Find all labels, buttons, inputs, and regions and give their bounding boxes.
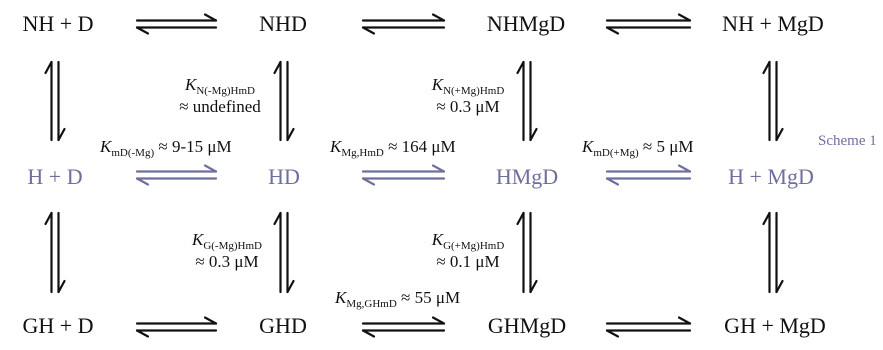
const-n-minus-mg: KN(-Mg)HmD ≈ undefined — [179, 75, 261, 116]
species-hmgd: HMgD — [495, 164, 559, 189]
species-ghmgd: GHMgD — [487, 313, 567, 338]
species-nhmgd: NHMgD — [486, 11, 566, 36]
species-nh-d: NH + D — [22, 11, 94, 36]
const-md-minus-mg: KmD(-Mg) ≈ 9-15 μM — [100, 137, 232, 159]
species-gh-mgd: GH + MgD — [724, 313, 826, 338]
arrow-v-upper-3 — [516, 60, 538, 142]
species-ghd: GHD — [259, 313, 307, 338]
arrow-v-upper-1 — [44, 60, 66, 142]
scheme-label: Scheme 1 — [818, 133, 877, 149]
arrow-v-lower-3 — [516, 211, 538, 294]
const-n-plus-mg: KN(+Mg)HmD ≈ 0.3 μM — [431, 75, 505, 116]
const-md-plus-mg: KmD(+Mg) ≈ 5 μM — [582, 137, 694, 159]
arrow-h-row2-3 — [605, 164, 692, 186]
arrow-v-lower-2 — [273, 211, 295, 294]
species-h-d: H + D — [27, 164, 83, 189]
arrow-h-row3-3 — [605, 316, 692, 338]
const-g-plus-mg: KG(+Mg)HmD ≈ 0.1 μM — [431, 230, 505, 271]
const-mg-ghmd: KMg,GHmD ≈ 55 μM — [335, 288, 461, 310]
arrow-h-row3-2 — [361, 316, 446, 338]
species-nh-mgd: NH + MgD — [722, 11, 824, 36]
const-g-minus-mg: KG(-Mg)HmD ≈ 0.3 μM — [191, 230, 262, 271]
arrow-v-upper-4 — [762, 60, 784, 142]
arrow-v-lower-4 — [762, 211, 784, 294]
arrow-h-row1-1 — [135, 13, 218, 35]
arrow-h-row2-2 — [361, 164, 446, 186]
const-mg-hmd: KMg,HmD ≈ 164 μM — [330, 137, 456, 159]
arrow-h-row3-1 — [135, 316, 218, 338]
species-hd: HD — [268, 164, 300, 189]
arrow-v-lower-1 — [44, 211, 66, 294]
species-h-mgd: H + MgD — [728, 164, 814, 189]
arrow-h-row1-3 — [605, 13, 692, 35]
arrow-v-upper-2 — [273, 60, 295, 142]
arrow-h-row1-2 — [361, 13, 446, 35]
arrow-h-row2-1 — [135, 164, 218, 186]
species-nhd: NHD — [259, 11, 307, 36]
species-gh-d: GH + D — [22, 313, 94, 338]
